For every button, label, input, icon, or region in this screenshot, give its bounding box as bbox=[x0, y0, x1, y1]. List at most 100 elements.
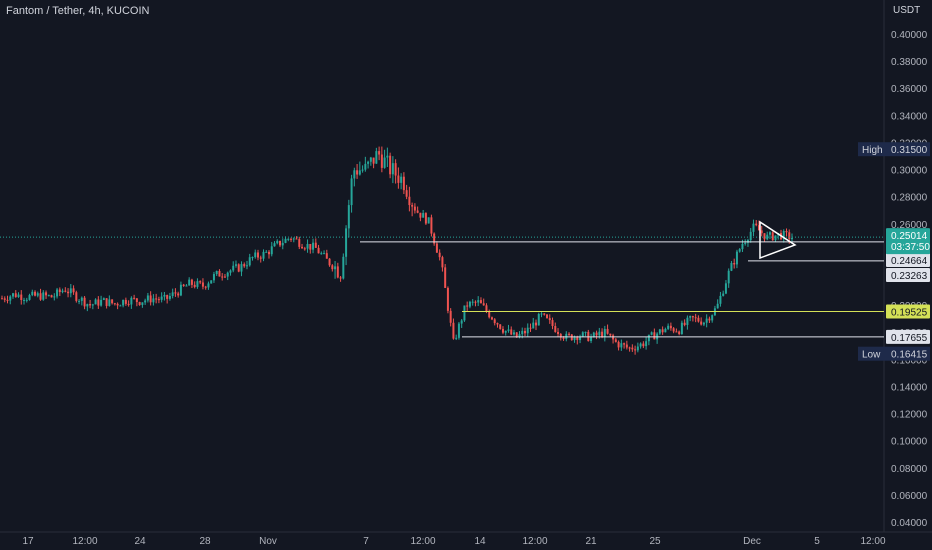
x-tick-label: 12:00 bbox=[72, 536, 97, 547]
candle-body bbox=[86, 304, 89, 307]
candle-body bbox=[435, 243, 438, 253]
candle-body bbox=[496, 323, 499, 325]
candle-body bbox=[171, 292, 174, 296]
candle-body bbox=[212, 274, 215, 281]
candle-body bbox=[455, 337, 458, 339]
candle-body bbox=[276, 240, 279, 244]
candle-body bbox=[537, 314, 540, 326]
candle-body bbox=[226, 272, 229, 277]
high-price-value: 0.31500 bbox=[891, 145, 928, 156]
candle-body bbox=[350, 178, 353, 206]
candle-body bbox=[535, 322, 538, 326]
candle-body bbox=[83, 297, 86, 307]
candle-body bbox=[722, 293, 725, 296]
candle-body bbox=[438, 252, 441, 258]
y-tick-label: 0.14000 bbox=[891, 382, 928, 393]
candle-body bbox=[34, 291, 37, 296]
candle-body bbox=[771, 232, 774, 241]
candle-body bbox=[97, 299, 100, 306]
candle-body bbox=[554, 326, 557, 332]
candle-body bbox=[791, 238, 793, 240]
candle-body bbox=[590, 336, 593, 342]
candle-body bbox=[457, 323, 460, 338]
candle-body bbox=[526, 327, 529, 334]
candle-body bbox=[270, 246, 273, 255]
candle-body bbox=[788, 232, 791, 240]
candle-body bbox=[719, 295, 722, 304]
candle-body bbox=[210, 280, 213, 284]
candle-body bbox=[477, 300, 480, 303]
candle-body bbox=[490, 317, 493, 320]
candle-body bbox=[463, 305, 466, 321]
last-price-badge bbox=[886, 228, 930, 255]
candle-body bbox=[741, 243, 744, 250]
candle-body bbox=[749, 231, 752, 241]
candle-body bbox=[386, 155, 389, 158]
candle-body bbox=[152, 298, 155, 303]
x-tick-label: 12:00 bbox=[522, 536, 547, 547]
candle-body bbox=[383, 157, 386, 168]
candle-body bbox=[39, 293, 42, 300]
candle-body bbox=[422, 213, 425, 218]
candle-body bbox=[215, 270, 218, 275]
candle-body bbox=[471, 301, 474, 303]
candle-body bbox=[609, 333, 612, 336]
candle-body bbox=[686, 317, 689, 325]
candle-body bbox=[523, 330, 526, 334]
candle-body bbox=[460, 320, 463, 324]
candle-body bbox=[372, 157, 375, 164]
candle-body bbox=[507, 329, 510, 331]
candle-body bbox=[711, 315, 714, 321]
candle-body bbox=[515, 332, 518, 338]
candle-body bbox=[144, 300, 147, 303]
candle-body bbox=[482, 303, 485, 306]
candle-body bbox=[345, 228, 348, 257]
candle-body bbox=[292, 238, 295, 240]
candle-body bbox=[75, 292, 78, 301]
candle-body bbox=[568, 333, 571, 335]
candle-body bbox=[598, 331, 601, 336]
candle-body bbox=[504, 330, 507, 333]
candle-body bbox=[237, 264, 240, 272]
candle-body bbox=[113, 303, 116, 305]
candle-body bbox=[672, 328, 675, 332]
candle-body bbox=[64, 290, 67, 292]
candle-body bbox=[122, 299, 125, 306]
candle-body bbox=[449, 310, 452, 323]
candle-body bbox=[691, 316, 694, 318]
candle-body bbox=[174, 292, 177, 294]
y-tick-label: 0.26000 bbox=[891, 220, 928, 231]
candle-body bbox=[647, 334, 650, 342]
candle-body bbox=[763, 233, 766, 240]
candle-body bbox=[342, 256, 345, 279]
price-axis[interactable]: 0.400000.380000.360000.340000.320000.300… bbox=[858, 30, 930, 529]
x-tick-label: 14 bbox=[474, 536, 486, 547]
candle-body bbox=[36, 293, 39, 296]
candle-body bbox=[221, 276, 224, 278]
y-tick-label: 0.04000 bbox=[891, 518, 928, 529]
candle-body bbox=[361, 169, 364, 171]
time-axis[interactable]: 17 12:00 24 28 Nov 7 12:00 14 12:00 21 25 Dec 5 12:00 bbox=[22, 536, 886, 547]
candle-body bbox=[433, 233, 436, 244]
candle-body bbox=[160, 296, 163, 300]
candle-body bbox=[290, 238, 293, 240]
candle-body bbox=[279, 240, 282, 246]
candle-body bbox=[441, 257, 444, 268]
candle-body bbox=[562, 337, 565, 339]
triangle-pattern-drawing[interactable] bbox=[759, 220, 797, 260]
candle-body bbox=[510, 329, 513, 335]
candle-body bbox=[499, 324, 502, 329]
x-tick-label: 7 bbox=[363, 536, 369, 547]
candle-body bbox=[620, 343, 623, 348]
candle-body bbox=[331, 265, 334, 270]
candle-body bbox=[303, 248, 306, 250]
candle-body bbox=[774, 235, 777, 241]
candle-body bbox=[78, 300, 81, 302]
candle-body bbox=[512, 332, 515, 335]
candle-body bbox=[1, 298, 3, 300]
candle-body bbox=[6, 299, 9, 301]
candle-body bbox=[320, 253, 323, 255]
high-marker-badge bbox=[858, 142, 886, 157]
level-price-badge bbox=[886, 329, 930, 344]
